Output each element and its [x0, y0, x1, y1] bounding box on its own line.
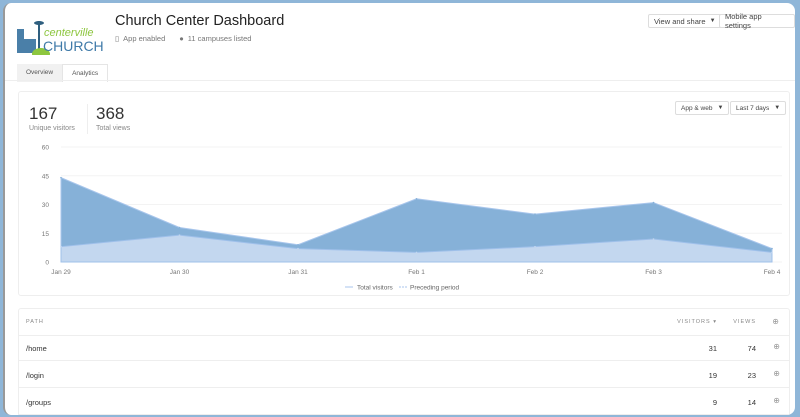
path-cell[interactable]: /login: [26, 371, 44, 380]
svg-text:CHURCH: CHURCH: [43, 38, 104, 54]
caret-down-icon: ▼: [774, 105, 781, 111]
data-point: [297, 243, 299, 246]
date-range-dropdown[interactable]: Last 7 days ▼: [730, 101, 787, 115]
data-point: [297, 247, 299, 250]
unique-visitors-stat: 167 Unique visitors: [29, 104, 75, 132]
location-pin-icon: ●: [179, 34, 184, 43]
path-cell[interactable]: /groups: [26, 398, 52, 407]
visitors-cell: 19: [708, 371, 717, 380]
dashboard-window: centerville CHURCH Church Center Dashboa…: [3, 3, 795, 415]
campus-count: ● 11 campuses listed: [179, 34, 252, 43]
divider: [87, 104, 88, 134]
x-tick-label: Feb 2: [527, 269, 544, 276]
total-views-stat: 368 Total views: [96, 104, 131, 132]
caret-down-icon: ▼: [717, 105, 724, 111]
y-tick-label: 45: [42, 173, 50, 180]
data-point: [178, 226, 181, 229]
table-row[interactable]: /groups 9 14 ⊕: [19, 388, 789, 415]
platform-dropdown[interactable]: App & web ▼: [675, 101, 730, 115]
legend-label: Total visitors: [357, 285, 394, 292]
divider: [5, 80, 795, 81]
analytics-card: 167 Unique visitors 368 Total views App & …: [18, 91, 790, 296]
y-tick-label: 0: [45, 260, 49, 267]
zoom-icon[interactable]: ⊕: [772, 317, 780, 326]
phone-icon: ▯: [115, 34, 120, 43]
data-point: [652, 201, 655, 204]
visitors-area-chart: 0 15 30 45 60 Jan 29 Jan 30 Jan 31 Feb 1 Feb 2 Feb…: [42, 145, 782, 292]
y-tick-label: 15: [42, 231, 50, 238]
paths-table: PATH VISITORS ▾ VIEWS ⊕ /home 31 74 ⊕/login…: [18, 308, 790, 415]
x-tick-label: Feb 1: [408, 269, 425, 276]
svg-text:centerville: centerville: [44, 27, 94, 39]
visitors-sort-header[interactable]: VISITORS ▾: [677, 319, 717, 325]
tab-overview[interactable]: Overview: [17, 64, 63, 82]
data-point: [415, 251, 418, 254]
visitors-cell: 31: [708, 344, 717, 353]
y-tick-label: 60: [42, 145, 50, 152]
data-point: [60, 176, 62, 179]
tab-analytics[interactable]: Analytics: [62, 64, 109, 82]
x-tick-label: Jan 29: [51, 269, 71, 276]
church-logo: centerville CHURCH: [17, 21, 104, 55]
page-title: Church Center Dashboard: [115, 13, 285, 29]
data-point: [534, 213, 536, 215]
zoom-icon[interactable]: ⊕: [773, 396, 780, 405]
visitors-cell: 9: [712, 398, 717, 407]
data-point: [178, 234, 181, 236]
views-cell: 74: [747, 344, 756, 353]
views-cell: 14: [747, 398, 756, 407]
data-point: [652, 238, 655, 240]
zoom-icon[interactable]: ⊕: [773, 369, 780, 378]
app-status: ▯ App enabled: [115, 34, 166, 43]
data-point: [534, 245, 536, 248]
data-point: [60, 245, 62, 248]
table-row[interactable]: /login 19 23 ⊕: [19, 361, 789, 388]
caret-down-icon: ▼: [709, 18, 716, 24]
mobile-app-settings-button[interactable]: Mobile app settings: [719, 12, 795, 30]
table-header: PATH VISITORS ▾ VIEWS ⊕: [19, 309, 789, 336]
table-row[interactable]: /home 31 74 ⊕: [19, 334, 789, 361]
x-tick-label: Feb 3: [645, 269, 662, 276]
area-series-1: [60, 234, 773, 263]
data-point: [771, 247, 773, 250]
path-cell[interactable]: /home: [26, 344, 47, 353]
view-and-share-button[interactable]: View and share ▼: [648, 14, 722, 28]
x-tick-label: Feb 4: [764, 269, 781, 276]
legend-label: Preceding period: [410, 285, 460, 292]
data-point: [771, 251, 773, 254]
zoom-icon[interactable]: ⊕: [773, 342, 780, 351]
x-tick-label: Jan 30: [170, 269, 190, 276]
x-tick-label: Jan 31: [288, 269, 308, 276]
y-tick-label: 30: [42, 202, 50, 209]
views-cell: 23: [747, 371, 756, 380]
data-point: [415, 197, 418, 200]
